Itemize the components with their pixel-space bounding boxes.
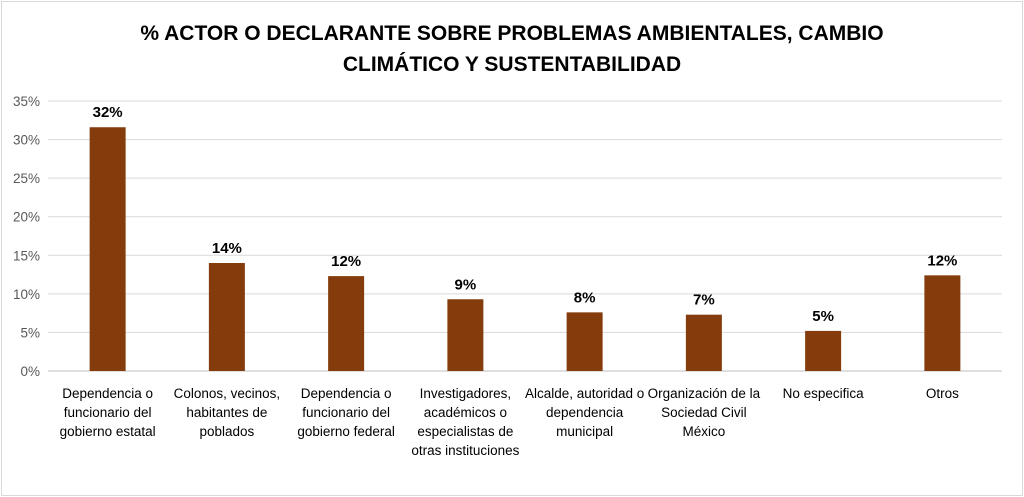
chart-title-line-1: % ACTOR O DECLARANTE SOBRE PROBLEMAS AMB… bbox=[140, 22, 884, 45]
bar bbox=[924, 275, 961, 371]
data-label: 7% bbox=[693, 292, 715, 309]
x-tick-label: Dependencia o funcionario del gobierno f… bbox=[297, 386, 395, 439]
x-tick-label: Colonos, vecinos, habitantes de poblados bbox=[173, 386, 281, 439]
data-label: 5% bbox=[812, 308, 834, 325]
data-label: 14% bbox=[212, 240, 242, 257]
x-tick-label: Otros bbox=[925, 386, 959, 401]
x-tick-label: Organización de la Sociedad Civil México bbox=[647, 386, 761, 439]
y-tick-label: 20% bbox=[13, 210, 40, 225]
y-tick-label: 15% bbox=[13, 248, 40, 263]
bar bbox=[685, 314, 722, 371]
x-tick-label: Investigadores, académicos o especialist… bbox=[411, 386, 520, 458]
data-label: 12% bbox=[927, 252, 957, 269]
data-label: 8% bbox=[574, 289, 596, 306]
bar bbox=[208, 263, 245, 371]
bar bbox=[566, 312, 603, 371]
y-tick-label: 10% bbox=[13, 287, 40, 302]
data-label: 9% bbox=[455, 276, 477, 293]
bar bbox=[89, 127, 126, 371]
x-tick-label: Alcalde, autoridad o dependencia municip… bbox=[524, 386, 645, 439]
data-label: 32% bbox=[93, 104, 123, 121]
x-tick-label: Dependencia o funcionario del gobierno e… bbox=[59, 386, 156, 439]
bar bbox=[805, 330, 842, 371]
data-label: 12% bbox=[331, 253, 361, 270]
y-tick-label: 5% bbox=[20, 325, 40, 340]
bar bbox=[328, 276, 365, 371]
chart-title: % ACTOR O DECLARANTE SOBRE PROBLEMAS AMB… bbox=[0, 18, 1024, 80]
y-tick-label: 30% bbox=[13, 133, 40, 148]
y-tick-label: 0% bbox=[20, 364, 40, 379]
chart-title-line-2: CLIMÁTICO Y SUSTENTABILIDAD bbox=[342, 53, 682, 76]
y-tick-label: 35% bbox=[13, 94, 40, 109]
bar bbox=[447, 299, 484, 371]
x-tick-label: No especifica bbox=[782, 386, 864, 401]
y-tick-label: 25% bbox=[13, 171, 40, 186]
